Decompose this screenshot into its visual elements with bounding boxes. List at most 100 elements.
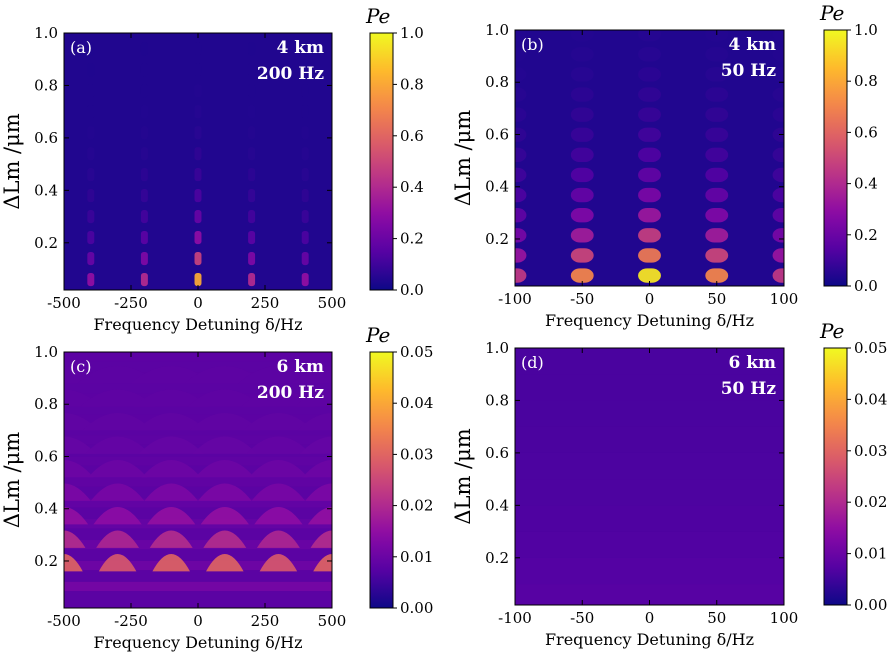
peak-cell: [570, 30, 594, 42]
peak-cell: [515, 248, 527, 263]
resonance-fan: [297, 413, 332, 431]
peak-cell: [194, 84, 202, 98]
x-tick-label: -50: [570, 609, 594, 627]
colorbar-label: Pe: [365, 4, 390, 28]
colorbar-tick-label: 0.0: [400, 281, 424, 299]
peak-cell: [248, 210, 256, 224]
peak-cell: [772, 47, 784, 62]
resonance-fan: [198, 483, 252, 501]
colorbar: [369, 32, 394, 291]
peak-cell: [705, 67, 729, 82]
resonance-fan: [259, 554, 298, 572]
resonance-fan: [88, 460, 148, 478]
colorbar-tick-label: 0.6: [854, 123, 878, 141]
resonance-fan: [141, 460, 201, 478]
band: [64, 477, 332, 487]
panel-label: (d): [521, 353, 544, 372]
resonance-fan: [200, 507, 249, 525]
peak-cell: [638, 127, 661, 142]
panel-label: (b): [521, 35, 544, 54]
peak-cell: [570, 87, 594, 102]
peak-cell: [248, 168, 256, 182]
x-tick-label: -100: [498, 609, 532, 627]
y-axis-label: ΔLm /μm: [451, 110, 475, 206]
peak-cell: [248, 63, 256, 77]
peak-cell: [87, 147, 95, 161]
peak-cell: [705, 208, 729, 223]
band: [515, 400, 784, 427]
x-tick-label: -100: [498, 290, 532, 308]
y-tick-label: 1.0: [34, 24, 58, 42]
peak-cell: [301, 105, 309, 119]
peak-cell: [87, 230, 95, 245]
peak-cell: [140, 210, 148, 224]
x-tick-label: 500: [318, 294, 347, 312]
y-tick-label: 0.2: [34, 552, 58, 570]
peak-cell: [87, 105, 95, 119]
band: [64, 456, 332, 466]
colorbar-tick-label: 0.8: [854, 72, 878, 90]
panel-annotation: 200 Hz: [257, 383, 324, 403]
peak-cell: [705, 248, 729, 263]
peak-cell: [87, 210, 95, 224]
band: [515, 557, 784, 585]
y-tick-label: 0.6: [485, 444, 509, 462]
peak-cell: [638, 47, 661, 62]
peak-cell: [87, 84, 95, 98]
colorbar-tick-label: 0.2: [854, 226, 878, 244]
peak-cell: [638, 268, 661, 283]
peak-cell: [515, 107, 527, 122]
panel-annotation: 6 km: [276, 357, 324, 377]
colorbar-label: Pe: [819, 319, 844, 343]
resonance-fan: [299, 436, 332, 454]
peak-cell: [638, 167, 661, 183]
peak-cell: [301, 230, 309, 245]
peak-cell: [301, 84, 309, 98]
peak-cell: [638, 30, 661, 42]
peak-cell: [87, 272, 95, 287]
x-tick-label: -50: [570, 290, 594, 308]
band: [64, 540, 332, 550]
peak-cell: [570, 228, 594, 243]
colorbar-tick-label: 1.0: [400, 24, 424, 42]
panel-d: -100 -50 0 50 100 0.2 0.4 0.6 0.8 1.0 Frequency De…: [451, 319, 887, 649]
resonance-fan: [203, 530, 247, 548]
peak-cell: [772, 87, 784, 102]
x-tick-label: 500: [318, 612, 347, 630]
panel-annotation: 4 km: [276, 38, 324, 58]
colorbar-tick-label: 0.04: [854, 390, 887, 408]
peak-cell: [140, 126, 148, 140]
y-tick-label: 1.0: [485, 21, 509, 39]
x-tick-label: 50: [707, 609, 726, 627]
peak-cell: [638, 107, 661, 122]
resonance-fan: [307, 507, 332, 525]
colorbar-tick-label: 0.01: [854, 545, 887, 563]
peak-cell: [772, 147, 784, 163]
y-tick-label: 1.0: [485, 339, 509, 357]
resonance-fan: [139, 436, 204, 454]
colorbar-label: Pe: [365, 323, 390, 347]
resonance-fan: [136, 413, 207, 431]
x-tick-label: 50: [707, 290, 726, 308]
x-tick-label: 0: [645, 609, 655, 627]
y-tick-label: 0.2: [485, 549, 509, 567]
y-tick-label: 0.8: [485, 73, 509, 91]
colorbar-tick-label: 0.8: [400, 75, 424, 93]
peak-cell: [248, 230, 256, 245]
x-tick-label: 0: [193, 612, 203, 630]
peak-cell: [570, 147, 594, 163]
colorbar-tick-label: 1.0: [854, 21, 878, 39]
resonance-fan: [313, 554, 332, 572]
colorbar-tick-label: 0.2: [400, 230, 424, 248]
peak-cell: [194, 230, 202, 245]
peak-cell: [515, 87, 527, 102]
x-axis-label: Frequency Detuning δ/Hz: [93, 633, 302, 652]
band: [64, 581, 332, 592]
peak-cell: [515, 30, 527, 42]
colorbar-tick-label: 0.4: [854, 175, 878, 193]
peak-cell: [515, 268, 527, 283]
peak-cell: [140, 147, 148, 161]
resonance-fan: [133, 389, 209, 407]
band: [515, 531, 784, 558]
